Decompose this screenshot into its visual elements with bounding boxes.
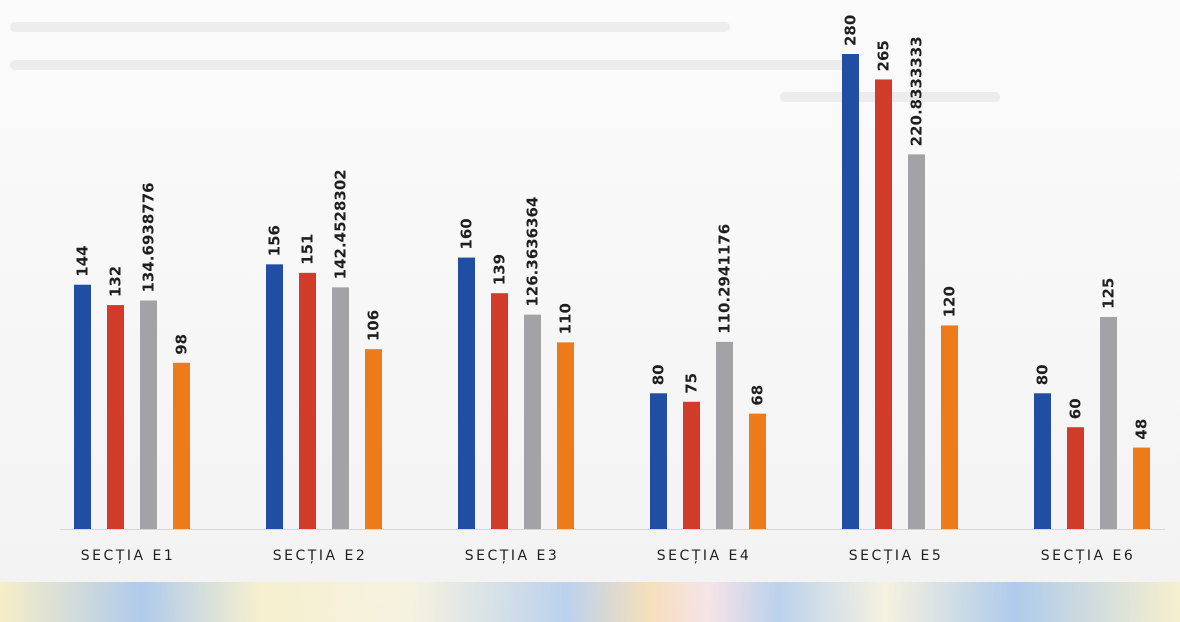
bar (908, 154, 925, 530)
data-label: 132 (107, 266, 125, 297)
bar (332, 287, 349, 529)
data-label: 68 (749, 385, 767, 406)
bar-group: 144 132 134.6938776 98 (74, 182, 191, 529)
bar (365, 349, 382, 529)
category-label: SECȚIA E2 (273, 548, 367, 564)
data-label: 75 (683, 373, 701, 394)
category-label: SECȚIA E3 (465, 548, 559, 564)
data-label: 80 (650, 364, 668, 385)
bar-group: 280 265 220.8333333 120 (842, 15, 959, 530)
bar (1100, 316, 1117, 529)
bar (650, 393, 667, 529)
data-label: 160 (458, 218, 476, 249)
data-label: 156 (266, 225, 284, 256)
data-label: 110 (557, 303, 575, 334)
bar (458, 257, 475, 529)
data-label: 98 (173, 334, 191, 355)
data-label: 280 (842, 15, 860, 46)
bar (557, 342, 574, 529)
bar (941, 325, 958, 529)
bar (749, 413, 766, 529)
data-label: 144 (74, 245, 92, 276)
bar (107, 305, 124, 529)
bar (74, 284, 91, 529)
data-label: 151 (299, 234, 317, 265)
bar (266, 264, 283, 529)
category-label: SECȚIA E5 (849, 548, 943, 564)
bar (875, 79, 892, 530)
bar (491, 293, 508, 529)
data-label: 142.4528302 (332, 169, 350, 279)
category-label: SECȚIA E1 (81, 548, 175, 564)
data-label: 134.6938776 (140, 182, 158, 292)
data-label: 80 (1034, 364, 1052, 385)
bar (173, 362, 190, 529)
bar-group: 80 75 110.2941176 68 (650, 224, 767, 529)
scan-residue (10, 22, 730, 32)
bar (299, 272, 316, 529)
bar (842, 54, 859, 529)
bottom-decor-strip (0, 582, 1180, 622)
bar (1067, 427, 1084, 529)
data-label: 139 (491, 254, 509, 285)
bar (716, 341, 733, 529)
bar (140, 300, 157, 529)
data-label: 265 (875, 40, 893, 71)
bar-group: 80 60 125 48 (1034, 278, 1151, 529)
bar (524, 314, 541, 529)
data-label: 120 (941, 286, 959, 317)
data-label: 220.8333333 (908, 36, 926, 146)
data-label: 106 (365, 310, 383, 341)
bar-group: 156 151 142.4528302 106 (266, 169, 383, 529)
data-label: 125 (1100, 278, 1118, 309)
category-label: SECȚIA E6 (1041, 548, 1135, 564)
data-label: 60 (1067, 398, 1085, 419)
data-label: 110.2941176 (716, 224, 734, 334)
scan-residue (10, 60, 850, 70)
data-label: 48 (1133, 419, 1151, 440)
bar (683, 401, 700, 529)
category-label: SECȚIA E4 (657, 548, 751, 564)
bar (1034, 393, 1051, 529)
data-label: 126.3636364 (524, 197, 542, 307)
bar-group: 160 139 126.3636364 110 (458, 197, 575, 529)
bar (1133, 447, 1150, 529)
